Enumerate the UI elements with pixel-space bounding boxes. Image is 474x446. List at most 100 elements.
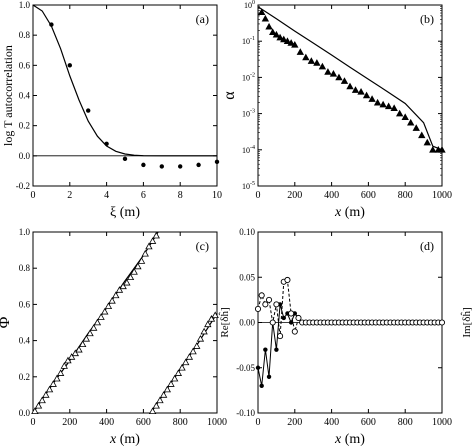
data-point <box>438 319 446 326</box>
x-tick-label: 600 <box>361 417 376 428</box>
data-point <box>49 22 54 27</box>
data-point <box>185 353 194 360</box>
data-point <box>280 35 288 43</box>
data-point <box>130 267 138 275</box>
y-tick-label: 0.4 <box>19 336 31 346</box>
data-point <box>291 328 298 335</box>
data-point <box>269 319 276 326</box>
data-point <box>313 59 321 66</box>
panel-c: 0 200 400 600 800 1000 0.0 0.2 0.4 0.6 0.8 1.0 (c) x … <box>0 227 227 446</box>
y-tick-label: 0.6 <box>19 299 31 309</box>
data-point <box>266 374 272 379</box>
data-point <box>307 57 316 64</box>
data-point <box>423 138 431 146</box>
data-point <box>373 98 382 106</box>
data-point <box>60 362 68 369</box>
y-axis-label: Φ <box>0 316 13 328</box>
data-point <box>296 48 304 55</box>
series-line-0 <box>32 4 217 157</box>
data-point <box>254 305 262 312</box>
data-point <box>200 327 208 335</box>
panel-label: (c) <box>196 239 209 253</box>
data-point <box>148 237 157 244</box>
data-point <box>71 349 79 357</box>
data-point <box>429 145 437 153</box>
x-tick-label: 1000 <box>432 417 452 428</box>
data-point <box>340 77 349 84</box>
data-point <box>368 95 376 102</box>
y-tick-label: 0.10 <box>239 227 255 237</box>
x-axis-label: x (m) <box>334 432 365 446</box>
data-point <box>82 334 91 342</box>
y-axis-label-right: Im[δĥ] <box>460 307 473 337</box>
data-point <box>274 347 279 352</box>
x-tick-label: 600 <box>361 190 376 201</box>
y-tick-label: 0.0 <box>19 408 31 418</box>
data-point <box>346 82 354 90</box>
data-point <box>56 369 65 376</box>
y-tick-label: 0.2 <box>19 372 30 382</box>
series-line-1 <box>257 279 442 337</box>
data-point <box>152 231 160 239</box>
y-tick-label: 1.0 <box>19 227 31 237</box>
data-point <box>104 302 113 310</box>
data-point <box>273 301 280 308</box>
data-point <box>104 141 109 146</box>
data-point <box>167 380 175 387</box>
x-axis-label: ξ (m) <box>110 205 140 220</box>
data-point <box>38 396 46 404</box>
data-point <box>335 73 343 81</box>
y-tick-label: -0.2 <box>16 181 30 191</box>
data-point <box>418 131 426 139</box>
y-tick-label: -0.10 <box>236 408 255 418</box>
data-point <box>159 164 164 169</box>
data-point <box>123 278 131 286</box>
data-point <box>31 407 39 414</box>
y-tick-label: 0.2 <box>19 121 30 131</box>
data-point <box>263 347 268 352</box>
panel-d: 0 200 400 600 800 1000 -0.10 -0.05 0.00 0.05 0.10 (… <box>218 227 473 446</box>
plot-frame <box>257 4 443 187</box>
data-point <box>265 296 273 303</box>
data-point <box>258 292 265 299</box>
y-axis-label: α <box>221 91 238 100</box>
data-point <box>145 242 153 250</box>
data-point <box>156 396 164 404</box>
data-point <box>396 109 404 117</box>
x-tick-label: 200 <box>62 417 77 428</box>
data-point <box>259 383 264 389</box>
y-tick-label: 0.00 <box>239 318 255 328</box>
data-point <box>291 40 299 48</box>
panel-b: 0 200 400 600 800 1000 10-5 10-4 10-3 10-2 10-1 100… <box>221 0 452 220</box>
data-point <box>287 39 295 46</box>
data-point <box>193 342 201 349</box>
data-point <box>64 356 72 364</box>
y-tick-label: 0.8 <box>19 30 31 40</box>
x-tick-label: 4 <box>104 190 109 201</box>
x-tick-label: 0 <box>256 417 261 428</box>
y-tick-label: 10-2 <box>242 72 255 82</box>
data-point <box>261 14 270 22</box>
x-tick-label: 400 <box>99 417 114 428</box>
data-point <box>207 315 216 322</box>
data-point <box>115 286 124 293</box>
data-point <box>302 53 310 61</box>
data-point <box>407 118 415 126</box>
data-point <box>45 385 54 393</box>
data-point <box>163 385 171 393</box>
x-tick-label: 200 <box>287 417 302 428</box>
x-tick-label: 400 <box>324 190 339 201</box>
data-point <box>262 301 269 308</box>
data-point <box>329 69 338 77</box>
data-point <box>137 257 146 264</box>
x-tick-label: 600 <box>136 417 151 428</box>
data-point <box>211 311 219 319</box>
data-point <box>277 333 284 340</box>
data-point <box>204 320 212 328</box>
x-tick-label: 200 <box>287 190 302 201</box>
data-point <box>357 88 365 95</box>
y-tick-label: 10-5 <box>242 181 255 191</box>
data-point <box>178 363 186 371</box>
y-axis-label: log T autocorrelation <box>1 45 15 146</box>
x-axis-label: x (m) <box>109 432 140 446</box>
